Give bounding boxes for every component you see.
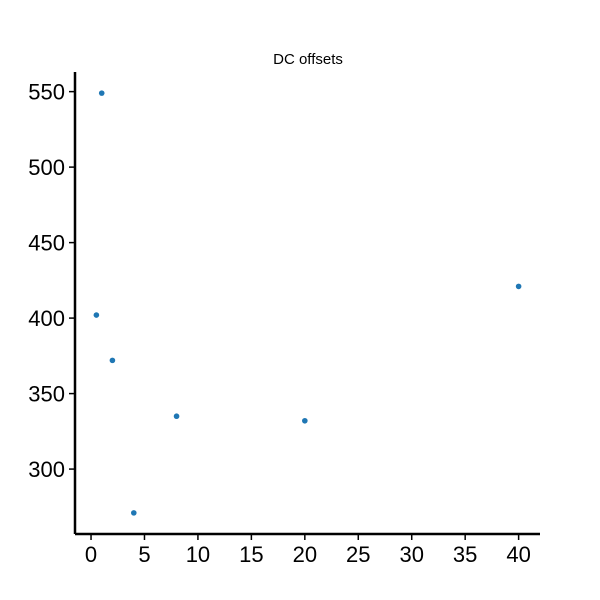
x-tick-label: 15 (239, 542, 263, 567)
x-tick-label: 5 (138, 542, 150, 567)
data-point (93, 312, 100, 318)
x-tick-label: 0 (85, 542, 97, 567)
data-point (98, 90, 105, 96)
y-tick-label: 500 (28, 155, 65, 180)
y-tick-label: 300 (28, 457, 65, 482)
x-tick-label: 20 (293, 542, 317, 567)
data-point (302, 417, 308, 424)
y-tick-label: 400 (28, 306, 65, 331)
x-tick-label: 35 (453, 542, 477, 567)
data-point (173, 413, 180, 420)
y-axis: 300 350 400 450 500 550 (28, 72, 77, 534)
x-tick-label: 10 (186, 542, 210, 567)
x-tick-label: 40 (506, 542, 530, 567)
data-point (130, 510, 137, 516)
x-tick-label: 25 (346, 542, 370, 567)
x-tick-label: 30 (399, 542, 423, 567)
y-tick-label: 350 (28, 382, 65, 407)
chart-title: DC offsets (273, 51, 343, 68)
y-tick-label: 550 (28, 80, 65, 105)
x-axis: 0 5 10 15 20 25 30 35 40 (75, 532, 540, 567)
data-point (515, 283, 522, 290)
y-tick-label: 450 (28, 231, 65, 256)
data-point (109, 357, 116, 364)
data-points (93, 90, 522, 516)
